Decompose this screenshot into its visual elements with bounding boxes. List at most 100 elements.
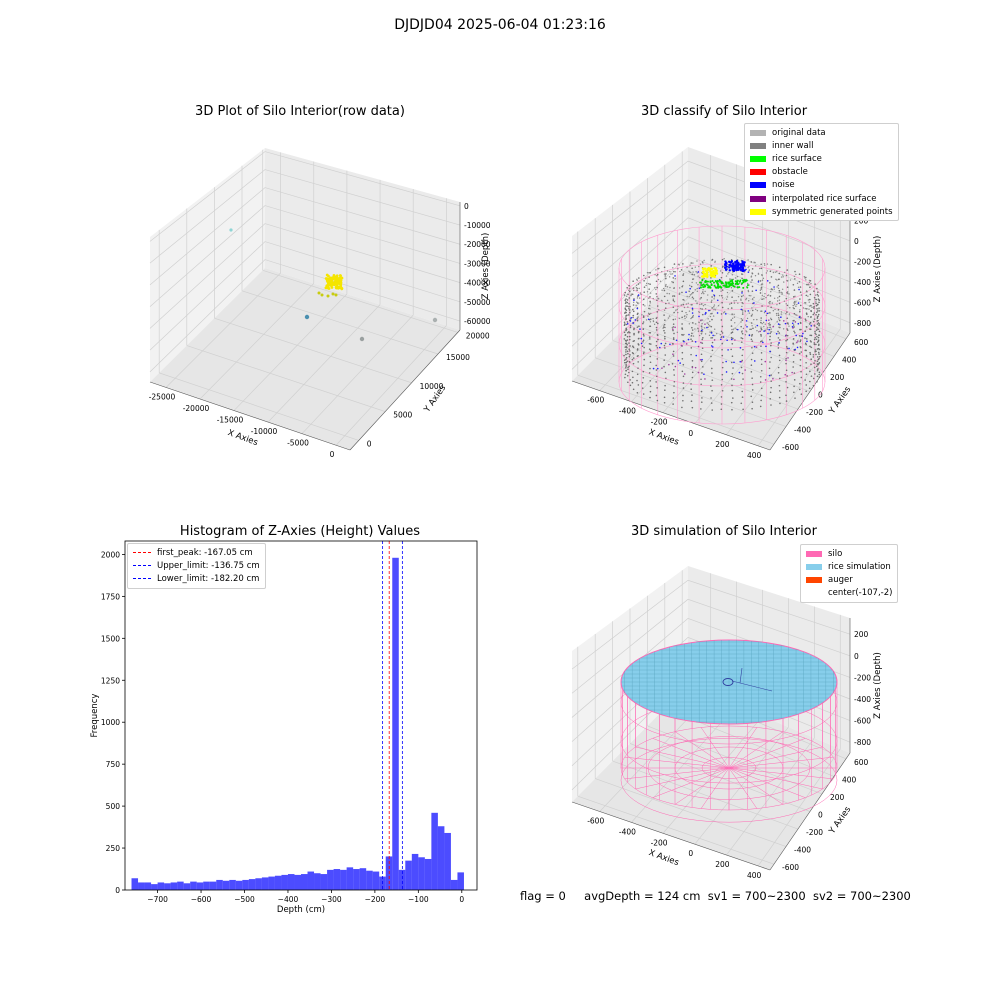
inner-wall-point [682,375,685,378]
inner-wall-point [710,385,712,387]
inner-wall-point [778,354,781,357]
noise-point [802,332,804,335]
sv1-text: sv1 = 700~2300 [707,889,806,903]
x-tick-label: -400 [619,827,636,836]
noise-point [636,307,639,310]
original-point [704,333,707,335]
inner-wall-point [761,340,763,342]
noise-point [737,263,741,266]
inner-wall-point [721,373,724,376]
x-gridline [335,325,447,446]
histogram-bar [131,878,139,890]
inner-wall-point [655,381,657,383]
symmetric-point [706,269,710,272]
inner-wall-point [672,326,675,328]
interpolated-point [784,373,787,376]
inner-wall-point [805,355,808,358]
original-point [776,270,778,273]
inner-wall-point [628,350,631,352]
noise-point [763,330,765,332]
inner-wall-point [806,307,808,310]
noise-point [706,326,708,329]
inner-wall-point [814,336,817,339]
inner-wall-point [786,317,789,320]
original-point [766,270,769,272]
legend-swatch [750,208,766,215]
inner-wall-point [642,341,644,343]
inner-wall-point [656,286,658,289]
original-point [695,271,697,273]
inner-wall-point [720,276,723,279]
rice-surface-point [706,284,709,287]
z-tick-label: -800 [854,319,871,328]
inner-wall-point [711,367,713,370]
y-gridline [214,317,412,384]
x-axis-label: X Axies [647,848,680,868]
original-point [787,323,789,325]
raw-point [330,286,334,289]
inner-wall-point [786,328,788,330]
original-point [630,294,632,297]
interpolated-point [674,326,676,329]
symmetric-point [711,271,714,274]
original-point [690,293,693,295]
original-point [679,270,681,273]
inner-wall-point [799,304,802,307]
noise-point [768,374,771,377]
original-point [660,299,663,302]
rice-surface-point [705,283,708,286]
inner-wall-point [769,332,771,335]
simulation-plot-title: 3D simulation of Silo Interior [631,524,817,539]
inner-wall-point [648,331,651,334]
inner-wall-point [682,274,684,276]
raw-point [338,281,342,285]
original-point [762,277,765,280]
inner-wall-point [664,371,667,374]
original-point [769,311,771,314]
noise-point [736,328,739,331]
raw-3d-plot: -25000-20000-15000-10000-500000500010000… [149,148,491,459]
original-point [768,322,771,324]
inner-wall-point [633,328,635,331]
inner-wall-point [809,380,811,383]
inner-wall-point [690,383,692,385]
rice-surface-point [727,282,730,285]
z-gridline [149,169,461,264]
inner-wall-point [742,408,744,411]
noise-point [730,264,733,268]
original-point [661,271,663,273]
rice-surface-point [699,281,702,284]
original-point [714,261,716,263]
z-tick-label: -400 [854,278,871,287]
inner-wall-point [625,358,627,360]
x-tick-label: -200 [651,418,668,427]
symmetric-point [714,270,718,274]
original-point [649,321,652,323]
inner-wall-point [720,313,723,315]
original-point [723,312,725,314]
y-gridline [612,760,799,830]
inner-wall-point [800,351,803,353]
inner-wall-point [810,316,812,318]
interpolated-point [700,319,702,321]
rice-surface-point [710,283,713,286]
inner-wall-point [682,263,684,265]
inner-wall-point [710,360,712,362]
original-point [767,322,770,325]
original-point [650,312,652,315]
y-gridline [241,290,439,355]
original-point [780,291,782,294]
raw-point [324,277,328,280]
inner-wall-point [814,330,816,333]
inner-wall-point [649,325,651,328]
inner-wall-point [816,368,819,371]
inner-wall-point [628,348,631,350]
histogram-bar [392,557,399,890]
inner-wall-point [664,307,667,309]
inner-wall-point [777,372,780,374]
inner-wall-point [816,375,819,378]
z-tick-label: -10000 [464,221,491,230]
legend-swatch [750,169,766,176]
inner-wall-point [730,319,733,321]
inner-wall-point [809,351,811,354]
